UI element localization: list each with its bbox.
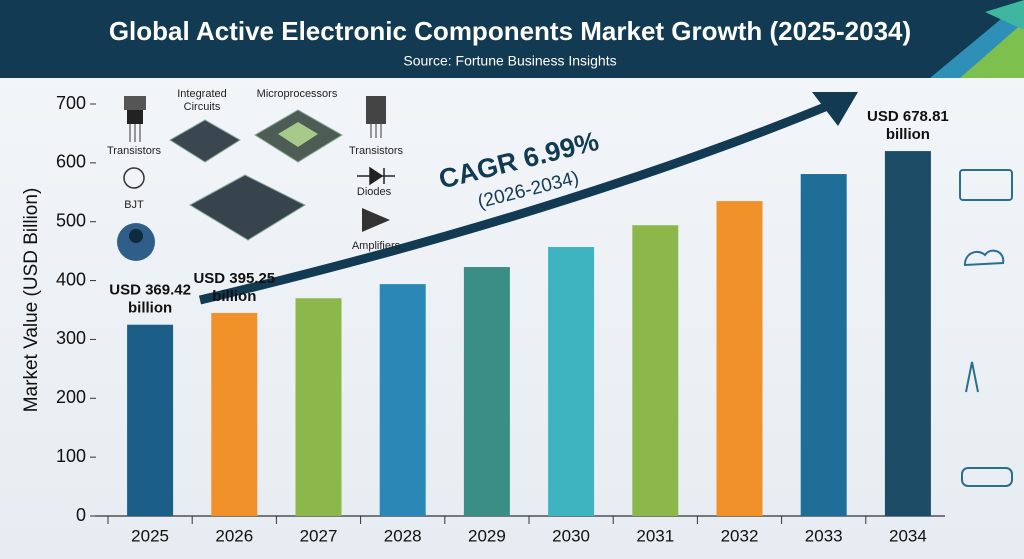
y-tick-label: 400 xyxy=(56,269,86,289)
cagr-arrow-head xyxy=(812,92,858,126)
y-tick-label: 100 xyxy=(56,446,86,466)
bar-annotation: USD 369.42 xyxy=(109,282,191,299)
y-tick-label: 600 xyxy=(56,152,86,172)
bar xyxy=(463,267,510,516)
y-tick-label: 0 xyxy=(76,505,86,525)
bar xyxy=(295,298,342,516)
illustration-label: Microprocessors xyxy=(257,88,338,100)
bar xyxy=(127,324,174,516)
component-illustrations: Transistors BJT Integrated Circuits Micr… xyxy=(107,88,403,261)
bar xyxy=(632,225,679,516)
illustration-label: Transistors xyxy=(349,145,403,157)
x-tick-label: 2034 xyxy=(889,526,927,545)
transistor-legs xyxy=(129,124,141,142)
illustration-label: Diodes xyxy=(357,186,392,198)
bar-annotation: USD 395.25 xyxy=(193,270,275,287)
x-tick-label: 2027 xyxy=(300,526,338,545)
illustration-label: Integrated xyxy=(177,88,227,100)
amplifier-icon xyxy=(362,208,390,232)
x-tick-label: 2026 xyxy=(215,526,253,545)
cloud-icon xyxy=(963,249,1005,267)
bar xyxy=(800,174,847,517)
transistor-icon xyxy=(124,96,146,110)
bar xyxy=(548,247,595,516)
side-icons xyxy=(959,169,1013,487)
illustration-label: BJT xyxy=(124,199,144,211)
header-accent xyxy=(960,22,1024,78)
x-tick-label: 2028 xyxy=(384,526,422,545)
tower-icon xyxy=(965,361,979,393)
large-chip xyxy=(188,174,307,241)
bar xyxy=(211,312,258,516)
y-tick-label: 300 xyxy=(56,328,86,348)
microprocessor-die xyxy=(278,122,318,147)
bar-annotation: billion xyxy=(886,126,930,143)
x-tick-label: 2033 xyxy=(805,526,843,545)
x-tick-label: 2029 xyxy=(468,526,506,545)
factory-icon xyxy=(959,169,1013,201)
bar xyxy=(884,151,931,517)
bar xyxy=(379,284,426,516)
y-tick-label: 500 xyxy=(56,210,86,230)
bar xyxy=(716,201,763,516)
bar-annotation: billion xyxy=(128,300,172,317)
x-tick-label: 2025 xyxy=(131,526,169,545)
bar-annotation: USD 678.81 xyxy=(867,108,949,125)
x-tick-label: 2032 xyxy=(721,526,759,545)
illustration-label: Amplifiers xyxy=(352,240,401,252)
x-tick-label: 2031 xyxy=(636,526,674,545)
y-tick-label: 200 xyxy=(56,387,86,407)
illustration-label: Transistors xyxy=(107,145,161,157)
ic-chip xyxy=(169,119,241,163)
y-axis-label: Market Value (USD Billion) xyxy=(21,188,42,413)
chart-subtitle: Source: Fortune Business Insights xyxy=(403,53,616,69)
illustration-label: Circuits xyxy=(184,101,221,113)
transistor-icon xyxy=(127,110,143,124)
header-band xyxy=(0,0,1024,78)
bar-annotation: billion xyxy=(212,288,256,305)
car-icon xyxy=(961,467,1013,487)
y-tick-label: 700 xyxy=(56,93,86,113)
diode-icon xyxy=(357,166,395,186)
transistor-icon xyxy=(366,96,386,124)
transistor-legs xyxy=(370,124,382,138)
x-tick-label: 2030 xyxy=(552,526,590,545)
person-icon xyxy=(129,229,143,243)
bjt-icon xyxy=(123,167,145,189)
cagr-arrow xyxy=(198,100,832,305)
chart-title: Global Active Electronic Components Mark… xyxy=(109,16,911,46)
header-accent xyxy=(985,0,1024,30)
